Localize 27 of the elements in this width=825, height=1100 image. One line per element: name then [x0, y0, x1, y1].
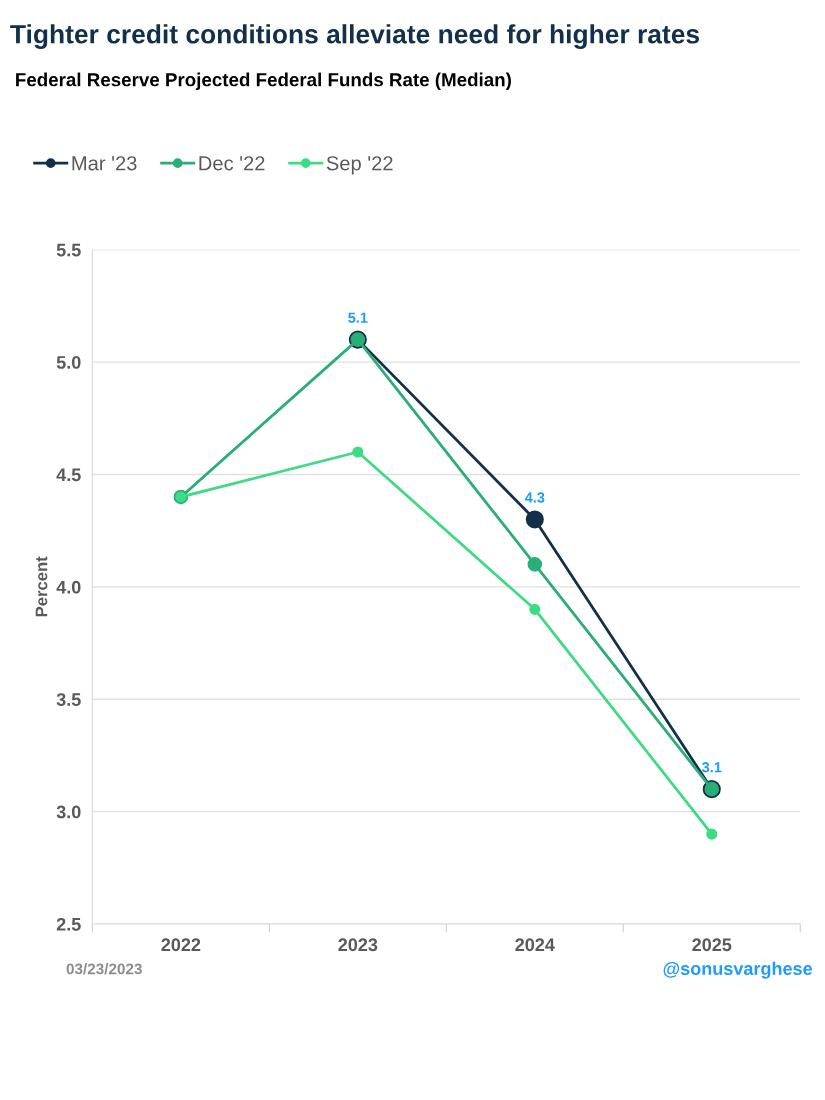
chart-title: Tighter credit conditions alleviate need for higher rates: [10, 24, 700, 49]
x-tick-label: 2025: [692, 938, 732, 952]
legend-label: Mar '23: [72, 156, 137, 171]
y-axis-title: Percent: [35, 556, 48, 617]
x-tick-label: 2024: [515, 938, 555, 952]
data-label: 5.1: [348, 312, 368, 323]
text: @sonusvarghese: [663, 961, 813, 979]
y-tick-label: 2.5: [56, 917, 81, 931]
y-tick-label: 5.0: [56, 356, 81, 369]
y-tick-label: 3.5: [56, 693, 81, 706]
point: [529, 603, 541, 615]
legend-label: Dec '22: [199, 156, 265, 171]
text: 03/23/2023: [66, 963, 142, 975]
chart-subtitle: Federal Reserve Projected Federal Funds Rate (Median): [16, 72, 511, 91]
y-tick-label: 3.0: [56, 805, 81, 819]
point: [525, 510, 544, 529]
y-tick-label: 5.5: [56, 243, 81, 257]
point: [352, 446, 364, 458]
point: [706, 828, 718, 840]
point: [527, 557, 543, 572]
data-label: 4.3: [524, 492, 545, 503]
x-tick-label: 2023: [338, 938, 378, 952]
x-tick-label: 2022: [161, 938, 201, 952]
data-label: 3.1: [701, 762, 722, 773]
legend-label: Sep '22: [326, 156, 393, 175]
y-tick-label: 4.0: [56, 580, 81, 594]
y-tick-label: 4.5: [56, 468, 81, 482]
